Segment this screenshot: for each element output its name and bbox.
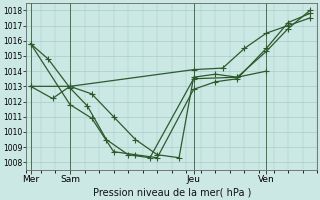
X-axis label: Pression niveau de la mer( hPa ): Pression niveau de la mer( hPa )	[92, 187, 251, 197]
